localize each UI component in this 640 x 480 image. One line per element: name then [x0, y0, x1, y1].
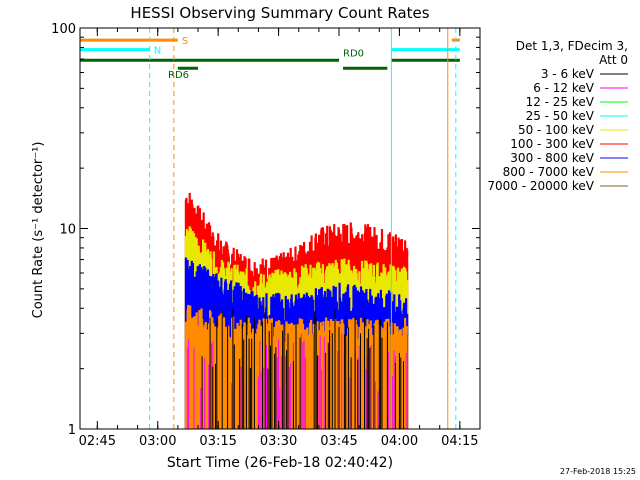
- y-axis-label-text: Count Rate (s⁻¹ detector⁻¹): [31, 142, 46, 319]
- legend-entry-label: 7000 - 20000 keV: [487, 179, 594, 193]
- legend-entry-label: 800 - 7000 keV: [503, 165, 595, 179]
- x-tick-label: 03:15: [199, 434, 236, 449]
- y-tick-label: 10: [59, 223, 76, 238]
- marker-label-rd0: RD0: [343, 48, 364, 59]
- legend-entry-label: 25 - 50 keV: [526, 109, 595, 123]
- y-tick-label: 100: [51, 22, 76, 37]
- x-axis-label: Start Time (26-Feb-18 02:40:42): [167, 455, 393, 471]
- x-tick-label: 03:30: [260, 434, 297, 449]
- axes: 02:45 03:00 03:15 03:30 03:45 04:00 04:15 1 10 10…: [51, 22, 481, 449]
- x-tick-label: 03:00: [139, 434, 176, 449]
- chart-title: HESSI Observing Summary Count Rates: [130, 4, 429, 22]
- legend-entry-label: 3 - 6 keV: [541, 67, 595, 81]
- x-tick-label: 04:00: [381, 434, 418, 449]
- x-tick-label: 02:45: [79, 434, 116, 449]
- legend-entry-label: 300 - 800 keV: [510, 151, 594, 165]
- x-tick-label: 04:15: [441, 434, 478, 449]
- y-tick-label: 1: [68, 423, 76, 438]
- marker-label-n: N: [154, 46, 161, 57]
- legend-header-line-1: Det 1,3, FDecim 3,: [516, 39, 628, 53]
- marker-label-rd6: RD6: [168, 70, 189, 81]
- legend-entry-label: 100 - 300 keV: [510, 137, 594, 151]
- series-3-6kev: [201, 308, 404, 429]
- legend-entry-label: 50 - 100 keV: [518, 123, 595, 137]
- footer-timestamp: 27-Feb-2018 15:25: [560, 467, 636, 476]
- x-tick-label: 03:45: [320, 434, 357, 449]
- legend-header-line-2: Att 0: [599, 53, 628, 67]
- plot-area: S N RD0 RD6: [79, 28, 460, 429]
- legend-entry-label: 12 - 25 keV: [526, 95, 595, 109]
- y-axis-label: Count Rate (s⁻¹ detector⁻¹): [31, 142, 46, 319]
- legend-entry-label: 6 - 12 keV: [533, 81, 595, 95]
- marker-label-s: S: [182, 36, 188, 47]
